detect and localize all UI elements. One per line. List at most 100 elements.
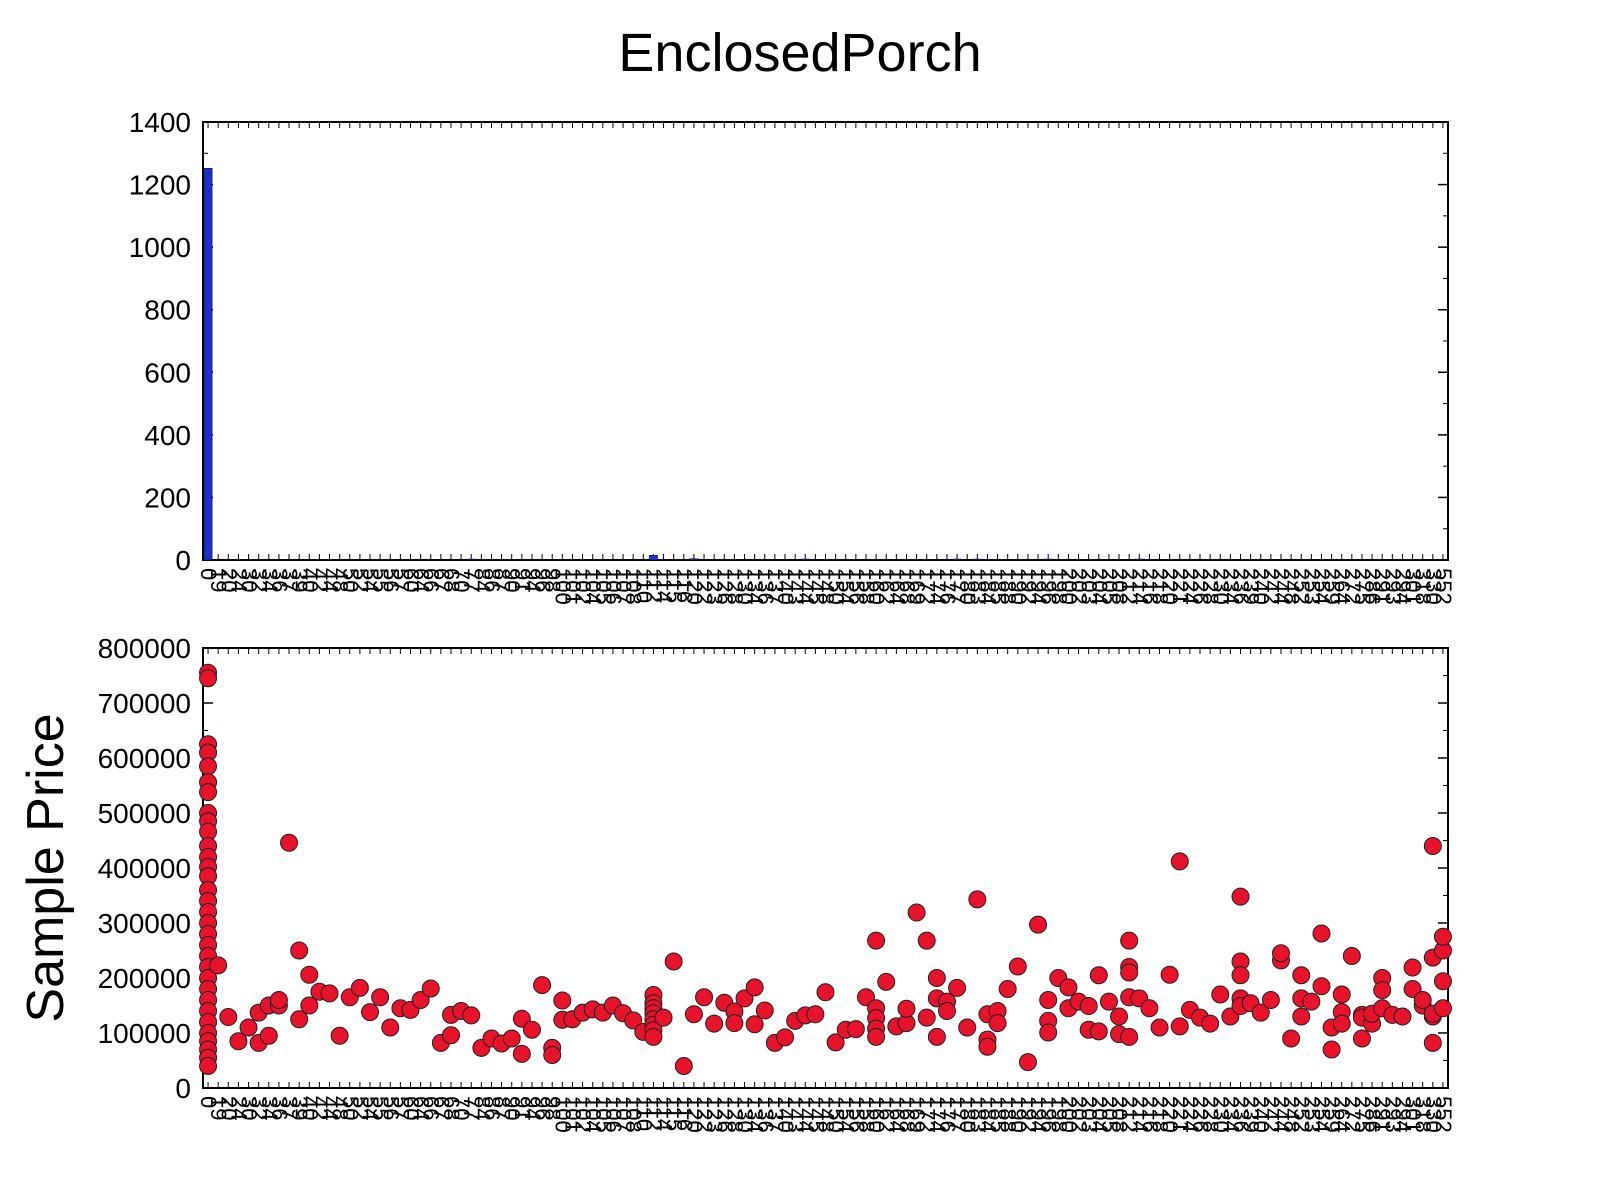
bar-x-tick-label: 204 xyxy=(1087,568,1112,605)
scatter-x-tick-label: 188 xyxy=(996,1096,1021,1133)
bar-x-tick-label: 40 xyxy=(297,568,322,592)
scatter-x-tick-label: 52 xyxy=(348,1096,373,1120)
scatter-point xyxy=(1282,1029,1301,1048)
bar-x-tick-label: 87 xyxy=(490,568,515,592)
scatter-x-tick-label: 164 xyxy=(884,1096,909,1133)
scatter-point xyxy=(998,980,1017,998)
bar-x-tick-label: 198 xyxy=(1046,568,1071,605)
bar-x-tick-label: 55 xyxy=(368,568,393,592)
scatter-point xyxy=(522,1020,541,1039)
scatter-point xyxy=(1433,927,1452,946)
bar-x-tick-label: 20 xyxy=(216,568,241,592)
scatter-y-tick-label: 500000 xyxy=(98,798,191,829)
scatter-point xyxy=(1008,957,1027,976)
scatter-x-tick-label: 205 xyxy=(1097,1096,1122,1133)
bar-x-tick-label: 104 xyxy=(581,568,606,605)
chart-title: EnclosedPorch xyxy=(618,23,982,83)
bar-160 xyxy=(871,559,881,561)
scatter-point xyxy=(1018,1053,1037,1072)
scatter-x-tick-label: 106 xyxy=(601,1096,626,1133)
bar-y-tick-label: 1000 xyxy=(129,232,191,263)
scatter-point xyxy=(300,996,319,1015)
bar-220 xyxy=(1165,559,1174,561)
bar-x-tick-label: 68 xyxy=(439,568,464,592)
scatter-x-tick-label: 218 xyxy=(1148,1096,1173,1133)
scatter-x-tick-label: 272 xyxy=(1340,1096,1365,1133)
bar-x-tick-label: 116 xyxy=(672,568,697,603)
bar-x-tick-label: 126 xyxy=(712,568,737,605)
bar-x-tick-label: 208 xyxy=(1107,568,1132,605)
scatter-x-tick-label: 60 xyxy=(399,1096,424,1120)
bar-x-tick-label: 205 xyxy=(1097,568,1122,605)
bar-x-tick-label: 301 xyxy=(1401,568,1426,605)
bar-x-tick-label: 180 xyxy=(955,568,980,605)
scatter-point xyxy=(958,1018,977,1037)
scatter-point xyxy=(361,1003,380,1022)
bar-x-tick-label: 248 xyxy=(1279,568,1304,605)
bar-x-tick-label: 294 xyxy=(1390,568,1415,605)
scatter-point xyxy=(1251,1003,1270,1022)
scatter-point xyxy=(1292,1007,1311,1026)
bar-x-tick-label: 112 xyxy=(641,568,666,603)
bar-x-tick-label: 286 xyxy=(1360,568,1385,605)
scatter-x-tick-label: 84 xyxy=(469,1096,494,1120)
scatter-x-tick-label: 30 xyxy=(237,1096,262,1120)
bar-x-tick-label: 107 xyxy=(611,568,636,605)
bar-x-tick-label: 110 xyxy=(631,568,656,603)
bar-x-tick-label: 24 xyxy=(226,568,251,592)
bar-77 xyxy=(466,558,476,561)
scatter-x-tick-label: 198 xyxy=(1046,1096,1071,1133)
scatter-x-tick-label: 101 xyxy=(560,1096,585,1133)
scatter-x-tick-label: 105 xyxy=(591,1096,616,1133)
scatter-x-tick-label: 259 xyxy=(1320,1096,1345,1133)
bar-x-tick-label: 196 xyxy=(1036,568,1061,605)
bar-x-tick-label: 216 xyxy=(1137,568,1162,605)
bar-x-tick-label: 108 xyxy=(621,568,646,605)
scatter-x-tick-label: 174 xyxy=(925,1096,950,1133)
bar-y-tick-label: 1200 xyxy=(129,170,191,201)
bar-y-tick-label: 1400 xyxy=(129,107,191,138)
scatter-x-tick-label: 48 xyxy=(328,1096,353,1120)
scatter-x-tick-label: 128 xyxy=(722,1096,747,1133)
scatter-x-tick-label: 183 xyxy=(965,1096,990,1133)
bar-x-tick-label: 100 xyxy=(550,568,575,605)
bar-112 xyxy=(649,555,658,561)
bar-x-tick-label: 160 xyxy=(864,568,889,605)
scatter-chart-panel: 0100000200000300000400000500000600000700… xyxy=(98,633,1456,1133)
bar-x-tick-label: 32 xyxy=(247,568,272,592)
scatter-point xyxy=(705,1014,724,1033)
bar-x-tick-label: 158 xyxy=(854,568,879,605)
bar-x-tick-label: 330 xyxy=(1421,568,1446,605)
scatter-point xyxy=(867,1027,886,1046)
scatter-point xyxy=(1120,963,1139,982)
scatter-point xyxy=(1160,965,1179,984)
scatter-x-tick-label: 56 xyxy=(378,1096,403,1120)
bar-x-tick-label: 194 xyxy=(1026,568,1051,605)
bar-120 xyxy=(689,558,699,561)
scatter-x-tick-label: 114 xyxy=(652,1096,677,1131)
scatter-x-tick-label: 64 xyxy=(409,1096,434,1120)
bar-y-tick-label: 600 xyxy=(144,357,191,388)
scatter-x-tick-label: 42 xyxy=(307,1096,332,1120)
scatter-x-tick-label: 37 xyxy=(277,1096,302,1120)
bar-x-tick-label: 94 xyxy=(520,568,545,592)
bar-x-tick-label: 202 xyxy=(1067,568,1092,605)
scatter-x-tick-label: 194 xyxy=(1026,1096,1051,1133)
scatter-x-tick-label: 137 xyxy=(763,1096,788,1133)
bar-y-tick-label: 400 xyxy=(144,420,191,451)
bar-208 xyxy=(1114,559,1124,561)
scatter-x-tick-label: 102 xyxy=(571,1096,596,1133)
scatter-x-tick-label: 55 xyxy=(368,1096,393,1120)
bar-x-tick-label: 115 xyxy=(662,568,687,603)
scatter-x-tick-label: 134 xyxy=(743,1096,768,1133)
bar-x-tick-label: 96 xyxy=(530,568,555,592)
scatter-x-tick-label: 162 xyxy=(874,1096,899,1133)
bar-x-tick-label: 253 xyxy=(1299,568,1324,605)
scatter-x-tick-label: 230 xyxy=(1208,1096,1233,1133)
bar-x-tick-label: 128 xyxy=(722,568,747,605)
scatter-point xyxy=(745,1015,764,1034)
scatter-x-tick-label: 20 xyxy=(216,1096,241,1120)
scatter-point xyxy=(259,1026,278,1045)
scatter-x-tick-label: 212 xyxy=(1117,1096,1142,1133)
